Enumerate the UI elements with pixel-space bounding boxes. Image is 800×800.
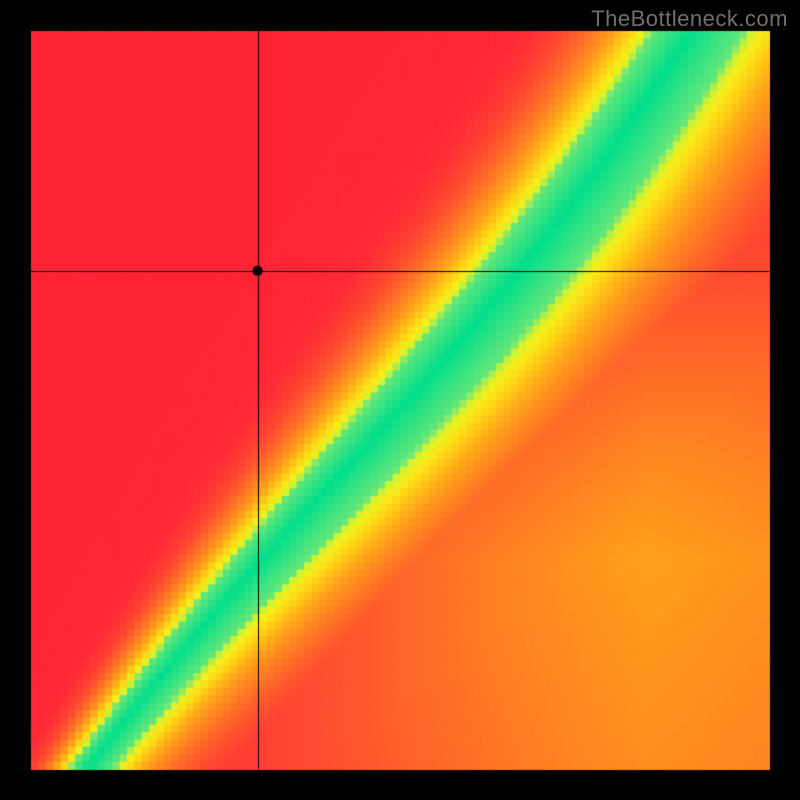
watermark-label: TheBottleneck.com xyxy=(591,6,788,32)
bottleneck-heatmap-canvas xyxy=(0,0,800,800)
heatmap-plot-wrapper xyxy=(0,0,800,800)
